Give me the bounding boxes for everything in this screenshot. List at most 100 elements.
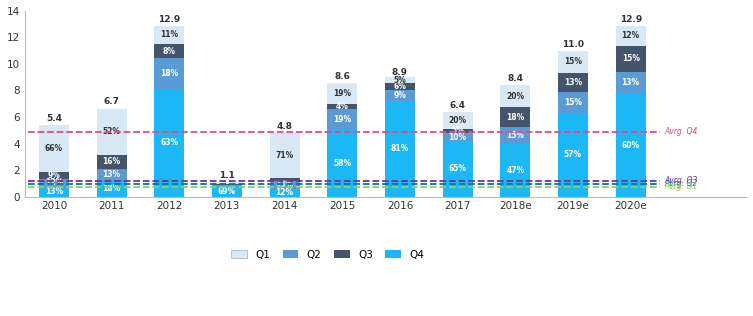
Text: 57%: 57% [564, 150, 582, 160]
Bar [558, 113, 588, 197]
Text: 15%: 15% [622, 54, 640, 64]
Text: 18%: 18% [506, 113, 524, 122]
Text: Avrg. Q1: Avrg. Q1 [664, 182, 697, 191]
Text: Avrg. Q3: Avrg. Q3 [664, 176, 697, 185]
Text: 4.8: 4.8 [276, 122, 293, 131]
Text: 15%: 15% [564, 57, 582, 66]
Bar [96, 155, 127, 169]
Bar [212, 186, 242, 197]
Bar [500, 85, 530, 107]
Bar [385, 90, 415, 101]
Text: 47%: 47% [506, 166, 524, 175]
Bar [616, 26, 645, 46]
Bar [616, 46, 645, 72]
Text: 81%: 81% [391, 144, 409, 153]
Text: 4%: 4% [336, 102, 349, 111]
Bar [154, 26, 184, 44]
Text: 9%: 9% [394, 91, 407, 100]
Bar [39, 187, 69, 197]
Text: Avrg. Q2: Avrg. Q2 [664, 179, 697, 188]
Bar [154, 58, 184, 89]
Bar [154, 44, 184, 58]
Text: 13%: 13% [276, 180, 294, 189]
Text: 12%: 12% [622, 31, 640, 40]
Text: 1.1: 1.1 [219, 171, 235, 180]
Text: 69%: 69% [218, 187, 236, 196]
Text: 13%: 13% [45, 187, 63, 196]
Bar [443, 141, 473, 197]
Bar [558, 51, 588, 73]
Text: 6%: 6% [394, 82, 407, 91]
Bar [328, 131, 357, 197]
Bar [270, 181, 300, 189]
Text: 52%: 52% [102, 127, 120, 136]
Text: 12.9: 12.9 [620, 15, 642, 24]
Bar [39, 172, 69, 179]
Text: Avrg. Q4: Avrg. Q4 [664, 127, 697, 136]
Text: 8%: 8% [163, 47, 175, 56]
Text: 11%: 11% [160, 30, 178, 40]
Text: 71%: 71% [276, 151, 294, 160]
Text: 20%: 20% [449, 116, 467, 125]
Text: 8.4: 8.4 [508, 75, 523, 83]
Bar [500, 127, 530, 144]
Text: 63%: 63% [160, 138, 178, 147]
Bar [443, 112, 473, 129]
Text: 19%: 19% [334, 89, 352, 98]
Text: 13%: 13% [102, 170, 120, 179]
Text: 20%: 20% [506, 92, 524, 101]
Text: 15%: 15% [564, 98, 582, 107]
Bar [270, 189, 300, 197]
Text: 60%: 60% [622, 141, 640, 150]
Bar [385, 101, 415, 197]
Bar [328, 82, 357, 104]
Bar [500, 107, 530, 127]
Text: 6.7: 6.7 [104, 97, 120, 106]
Text: 15%: 15% [506, 131, 524, 140]
Text: 11.0: 11.0 [562, 40, 584, 49]
Bar [39, 179, 69, 187]
Bar [616, 72, 645, 94]
Text: 6.4: 6.4 [450, 101, 465, 110]
Text: 12%: 12% [276, 188, 294, 197]
Bar [96, 180, 127, 197]
Bar [385, 83, 415, 90]
Bar [96, 109, 127, 155]
Bar [558, 92, 588, 113]
Bar [212, 184, 242, 185]
Bar [212, 185, 242, 186]
Bar [500, 144, 530, 197]
Bar [212, 182, 242, 184]
Text: 13%: 13% [564, 77, 582, 87]
Text: 5%: 5% [451, 126, 464, 135]
Text: 65%: 65% [449, 164, 467, 173]
Bar [443, 129, 473, 133]
Text: 19%: 19% [334, 115, 352, 124]
Bar [270, 133, 300, 178]
Text: 5.4: 5.4 [46, 114, 62, 123]
Text: 10%: 10% [449, 133, 467, 142]
Bar [96, 169, 127, 180]
Text: 16%: 16% [102, 157, 120, 167]
Text: 66%: 66% [45, 144, 63, 153]
Bar [328, 109, 357, 131]
Bar [270, 178, 300, 181]
Text: 58%: 58% [334, 159, 352, 168]
Text: 12%: 12% [45, 179, 63, 187]
Legend: Q1, Q2, Q3, Q4: Q1, Q2, Q3, Q4 [230, 248, 426, 262]
Text: 9%: 9% [47, 171, 60, 180]
Text: 13%: 13% [622, 78, 640, 87]
Bar [328, 104, 357, 109]
Text: 18%: 18% [102, 184, 120, 193]
Text: 8.6: 8.6 [334, 72, 350, 81]
Text: 18%: 18% [160, 69, 178, 78]
Bar [154, 89, 184, 197]
Bar [443, 133, 473, 141]
Text: 12.9: 12.9 [158, 15, 181, 24]
Text: 5%: 5% [394, 76, 407, 85]
Bar [39, 125, 69, 172]
Bar [616, 94, 645, 197]
Text: 8.9: 8.9 [392, 68, 408, 77]
Bar [385, 77, 415, 83]
Bar [558, 73, 588, 92]
